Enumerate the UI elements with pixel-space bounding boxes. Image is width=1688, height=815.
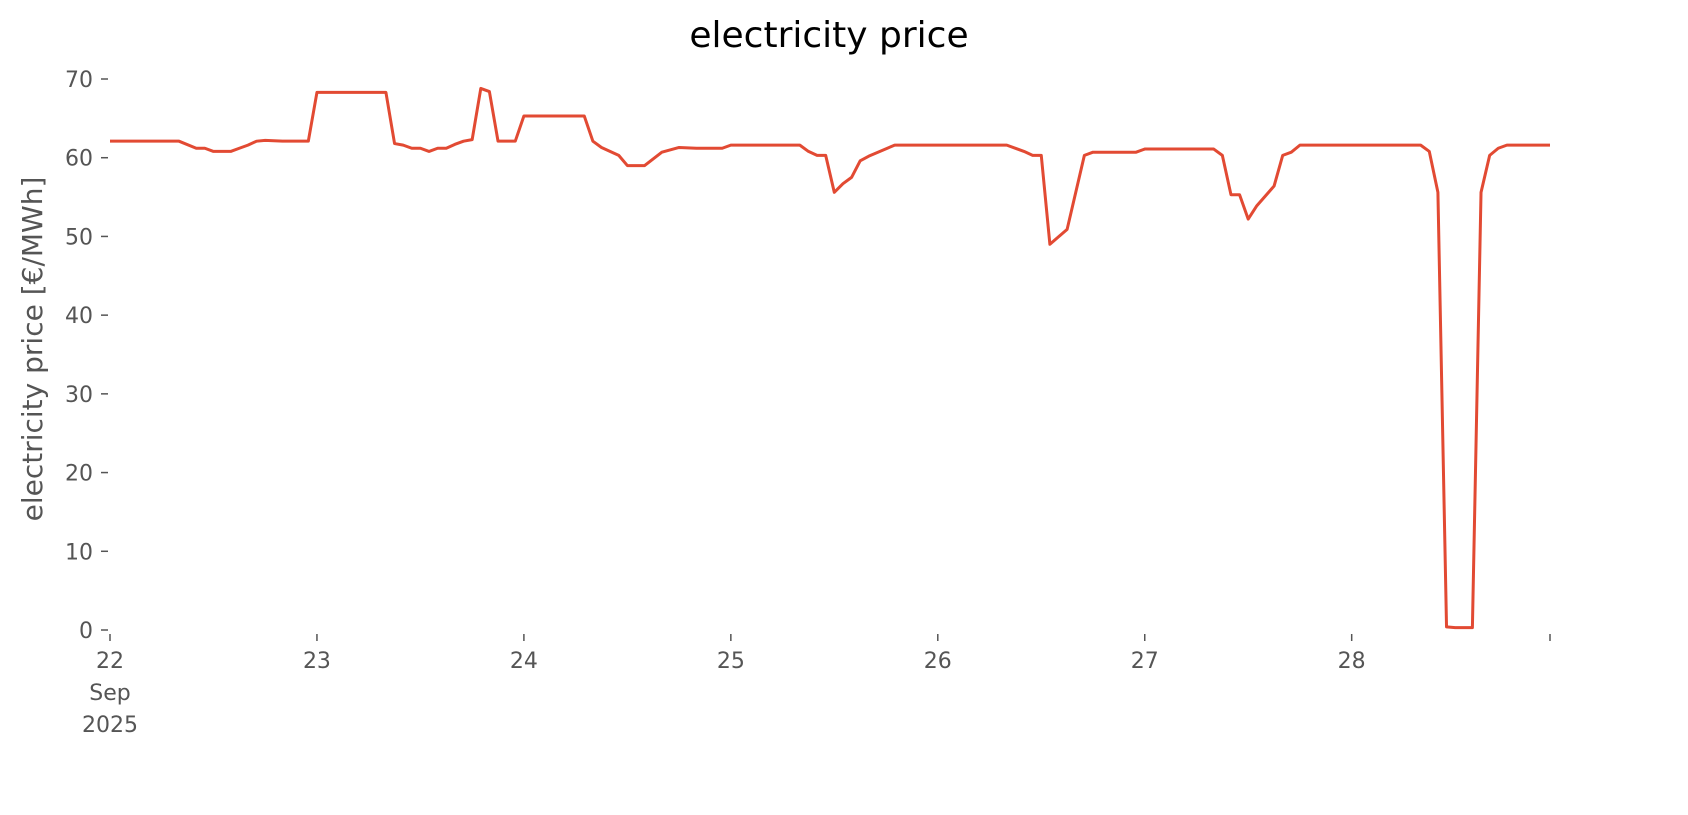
- y-tick-label: 60: [65, 147, 93, 172]
- line-series: [110, 86, 1550, 630]
- y-tick-label: 40: [65, 304, 93, 329]
- x-tick-label: 25: [717, 649, 745, 674]
- y-tick-label: 10: [65, 540, 93, 565]
- x-tick-label: 24: [510, 649, 538, 674]
- x-tick-label: 23: [303, 649, 331, 674]
- y-tick-label: 70: [65, 68, 93, 93]
- y-tick-label: 50: [65, 225, 93, 250]
- x-tick-label: 26: [924, 649, 952, 674]
- y-tick-label: 0: [79, 619, 93, 644]
- y-tick-label: 30: [65, 383, 93, 408]
- y-axis-label: electricity price [€/MWh]: [16, 177, 49, 522]
- x-tick-label: 27: [1131, 649, 1159, 674]
- chart-title: electricity price: [689, 15, 968, 56]
- x-tick-label: 28: [1338, 649, 1366, 674]
- x-tick-label: 22 Sep 2025: [82, 649, 138, 738]
- y-tick-label: 20: [65, 462, 93, 487]
